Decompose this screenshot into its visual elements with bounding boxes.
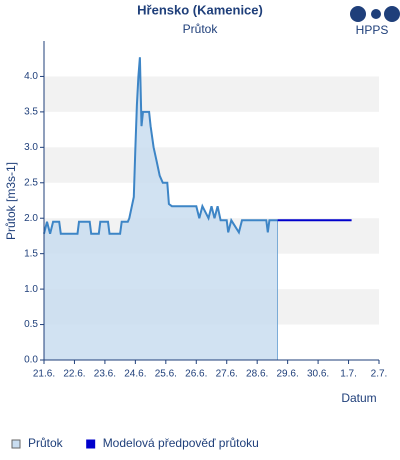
x-tick-label: 24.6. [124,369,146,380]
y-tick-label: 1.5 [24,248,38,259]
x-tick-label: 22.6. [63,369,85,380]
x-tick-label: 21.6. [33,369,55,380]
logo-circle [384,6,400,22]
y-tick-label: 3.0 [24,142,38,153]
x-tick-label: 28.6. [246,369,268,380]
y-tick-label: 2.5 [24,177,38,188]
legend-label: Průtok [28,436,64,450]
logo-text: HPPS [356,23,389,37]
x-tick-label: 1.7. [340,369,357,380]
legend-swatch [11,439,21,449]
x-tick-label: 30.6. [307,369,329,380]
grid-band [44,76,379,112]
y-tick-label: 0.0 [24,355,38,366]
y-tick-label: 1.0 [24,284,38,295]
legend-swatch [86,439,96,449]
x-tick-label: 23.6. [94,369,116,380]
x-axis-label: Datum [341,391,376,405]
legend-label: Modelová předpověď průtoku [103,436,259,450]
x-tick-label: 27.6. [216,369,238,380]
chart-title: Hřensko (Kamenice) [137,2,263,17]
logo-circle [371,9,381,19]
x-tick-label: 25.6. [155,369,177,380]
grid-band [44,147,379,183]
chart-subtitle: Průtok [183,22,219,36]
y-axis-label: Průtok [m3s-1] [4,162,18,240]
x-tick-label: 26.6. [185,369,207,380]
logo: HPPS [350,6,400,37]
logo-circle [350,6,366,22]
y-tick-label: 3.5 [24,107,38,118]
x-tick-label: 29.6. [277,369,299,380]
x-tick-label: 2.7. [371,369,388,380]
line [43,57,278,235]
y-tick-label: 0.5 [24,319,38,330]
y-tick-label: 4.0 [24,71,38,82]
y-tick-label: 2.0 [24,213,38,224]
